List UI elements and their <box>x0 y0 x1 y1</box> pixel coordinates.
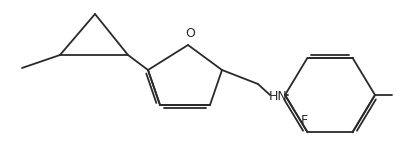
Text: HN: HN <box>269 90 287 103</box>
Text: F: F <box>301 114 308 127</box>
Text: O: O <box>185 27 195 40</box>
